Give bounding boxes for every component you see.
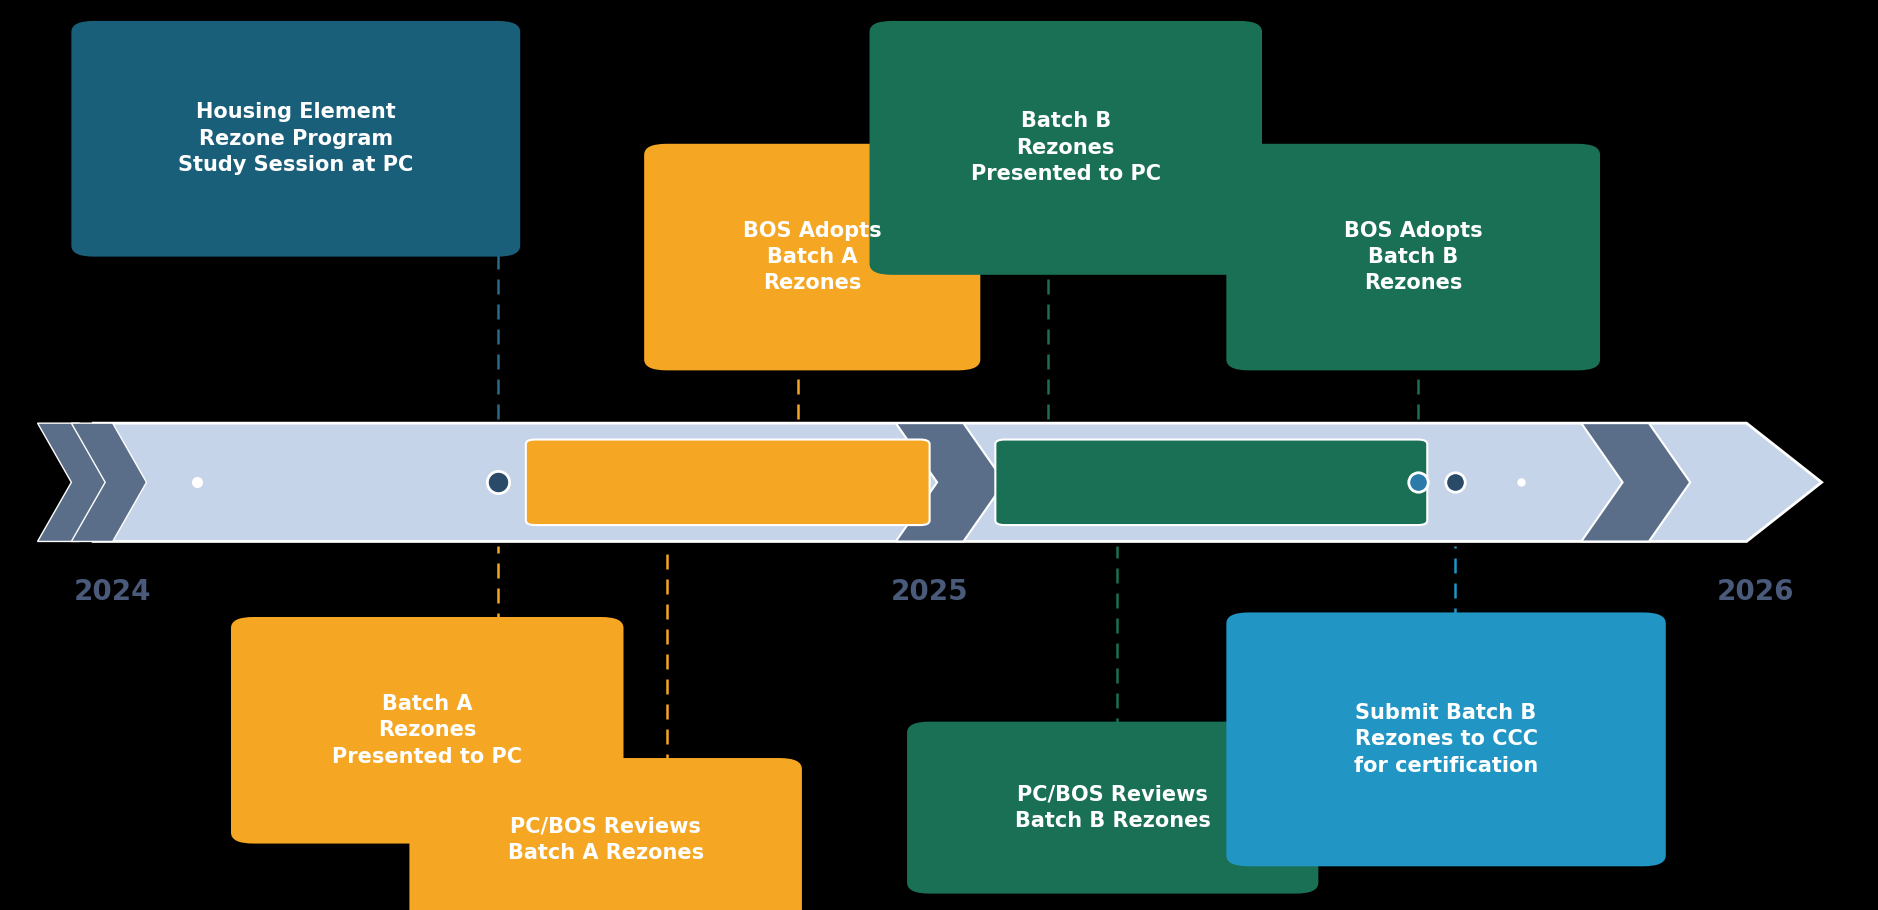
Polygon shape — [1581, 423, 1690, 541]
FancyBboxPatch shape — [231, 617, 623, 844]
Text: Batch B
Rezones
Presented to PC: Batch B Rezones Presented to PC — [971, 112, 1161, 185]
FancyBboxPatch shape — [526, 440, 930, 525]
Text: Submit Batch B
Rezones to CCC
for certification: Submit Batch B Rezones to CCC for certif… — [1354, 703, 1538, 775]
Text: BOS Adopts
Batch A
Rezones: BOS Adopts Batch A Rezones — [744, 220, 881, 293]
FancyBboxPatch shape — [870, 21, 1262, 275]
Text: PC/BOS Reviews
Batch B Rezones: PC/BOS Reviews Batch B Rezones — [1014, 784, 1211, 831]
FancyBboxPatch shape — [1226, 612, 1666, 866]
Polygon shape — [896, 423, 1005, 541]
FancyBboxPatch shape — [1226, 144, 1600, 370]
Text: Batch A
Rezones
Presented to PC: Batch A Rezones Presented to PC — [332, 693, 522, 766]
FancyBboxPatch shape — [644, 144, 980, 370]
FancyBboxPatch shape — [409, 758, 802, 910]
Polygon shape — [38, 423, 113, 541]
Text: PC/BOS Reviews
Batch A Rezones: PC/BOS Reviews Batch A Rezones — [507, 816, 704, 863]
Text: 2026: 2026 — [1716, 578, 1795, 606]
Text: 2025: 2025 — [890, 578, 969, 606]
FancyBboxPatch shape — [71, 21, 520, 257]
Polygon shape — [71, 423, 146, 541]
FancyBboxPatch shape — [995, 440, 1427, 525]
Polygon shape — [94, 423, 1822, 541]
FancyBboxPatch shape — [907, 722, 1318, 894]
Text: BOS Adopts
Batch B
Rezones: BOS Adopts Batch B Rezones — [1345, 220, 1482, 293]
Text: 2024: 2024 — [73, 578, 152, 606]
Text: Housing Element
Rezone Program
Study Session at PC: Housing Element Rezone Program Study Ses… — [178, 103, 413, 176]
